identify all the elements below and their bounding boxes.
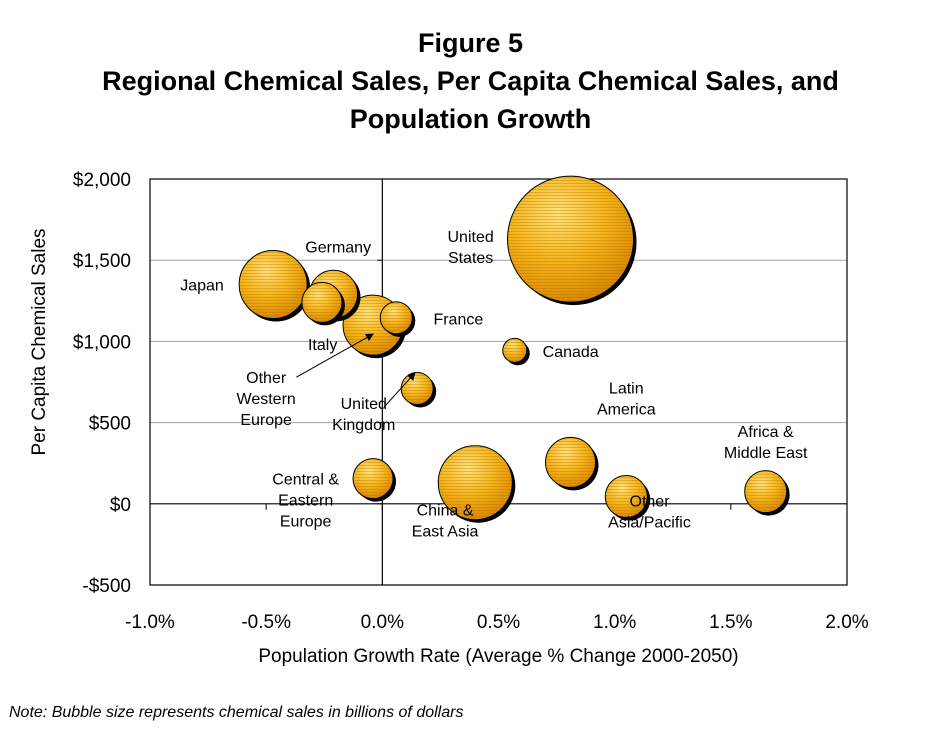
bubble-label: Japan — [180, 278, 224, 295]
bubble-texture — [353, 459, 393, 499]
bubble-texture — [438, 446, 512, 520]
y-tick-label: $1,000 — [73, 332, 131, 353]
x-axis-label: Population Growth Rate (Average % Change… — [258, 646, 739, 667]
bubble-label-line: Asia/Pacific — [608, 515, 691, 532]
chart-note: Note: Bubble size represents chemical sa… — [9, 704, 464, 721]
x-tick-label: -1.0% — [125, 612, 175, 633]
bubble-texture — [401, 372, 433, 404]
bubble-label-line: Kingdom — [332, 417, 395, 434]
bubble-texture — [745, 471, 787, 513]
bubble-chart: -1.0% -0.5% 0.0% 0.5% 1.0% 1.5% 2.0% -$500 $0 $50… — [73, 170, 869, 633]
bubble-label: United States — [447, 229, 493, 267]
chart-title-line-3: Population Growth — [349, 104, 592, 134]
label-arrow — [296, 333, 374, 378]
bubble-label-line: Latin — [609, 381, 644, 398]
bubble-label-line: Germany — [305, 239, 371, 256]
bubble-label-line: Eastern — [278, 493, 333, 510]
bubble-label-line: East Asia — [412, 524, 479, 541]
bubble-label: Latin America — [597, 381, 656, 419]
x-tick-label: 0.5% — [477, 612, 520, 633]
bubble-label-line: Europe — [280, 514, 332, 531]
bubble-label-line: United — [447, 229, 493, 246]
bubble-label-line: America — [597, 402, 656, 419]
bubble-label-line: Canada — [543, 344, 599, 361]
bubble-label: Italy — [308, 337, 337, 354]
y-tick-label: $0 — [110, 495, 131, 516]
chart-title-line-1: Figure 5 — [417, 28, 524, 58]
bubble-label: Central & Eastern Europe — [272, 472, 339, 531]
bubble-label: United Kingdom — [332, 396, 395, 434]
bubble-label-line: United — [341, 396, 387, 413]
bubble-label-line: Europe — [240, 412, 292, 429]
bubble-texture — [239, 251, 307, 319]
bubble-texture — [508, 176, 634, 302]
y-tick-label: -$500 — [82, 576, 131, 597]
label-arrow — [384, 372, 416, 407]
bubble-label-line: Japan — [180, 278, 224, 295]
bubble-label-line: Other — [630, 494, 671, 511]
x-tick-label: 1.5% — [709, 612, 752, 633]
y-axis-label: Per Capita Chemical Sales — [29, 228, 50, 456]
bubble-label: Other Asia/Pacific — [608, 494, 691, 532]
bubble-label: Canada — [543, 344, 599, 361]
bubble-label-line: China & — [417, 503, 474, 520]
bubble-label: China & East Asia — [412, 503, 479, 541]
y-tick-label: $500 — [89, 414, 131, 435]
bubble-label-line: States — [448, 250, 493, 267]
y-tick-label: $2,000 — [73, 170, 131, 191]
x-tick-label: 1.0% — [593, 612, 636, 633]
bubble-label-line: Other — [246, 370, 287, 387]
bubble-texture — [380, 302, 412, 334]
bubble-label-line: Central & — [272, 472, 339, 489]
x-tick-label: 2.0% — [825, 612, 868, 633]
bubble-label-line: Italy — [308, 337, 337, 354]
bubble-texture — [503, 338, 527, 362]
chart-title-line-2: Regional Chemical Sales, Per Capita Chem… — [102, 66, 839, 96]
bubble-label: France — [433, 312, 483, 329]
bubble-label: Africa & Middle East — [724, 424, 808, 462]
bubble-label-line: Middle East — [724, 445, 808, 462]
y-tick-label: $1,500 — [73, 251, 131, 272]
bubble-texture — [302, 282, 342, 322]
bubble-label: Other Western Europe — [237, 370, 296, 429]
bubble-texture — [546, 437, 596, 487]
plot-frame — [149, 178, 848, 586]
bubble-texture — [605, 475, 647, 517]
bubble-label-line: Africa & — [738, 424, 794, 441]
x-tick-label: 0.0% — [361, 612, 404, 633]
bubble-label-line: Western — [237, 391, 296, 408]
x-tick-label: -0.5% — [241, 612, 291, 633]
bubble-label: Germany — [305, 239, 371, 256]
bubble-label-line: France — [433, 312, 483, 329]
